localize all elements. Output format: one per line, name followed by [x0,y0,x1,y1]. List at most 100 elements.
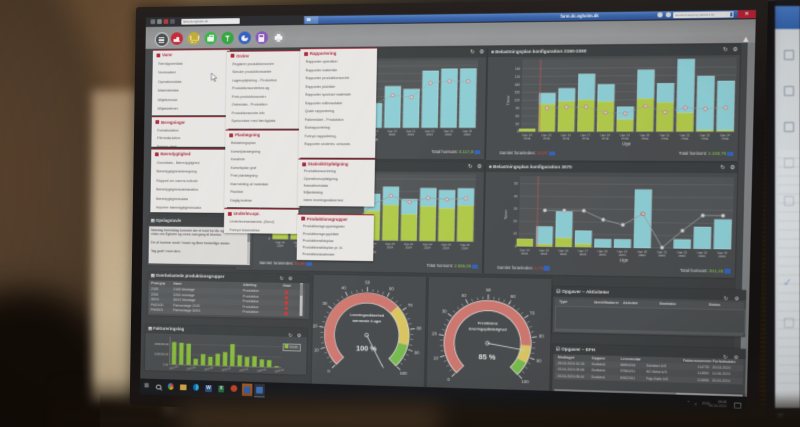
svg-text:20: 20 [313,322,319,327]
svg-text:80: 80 [417,325,423,330]
svg-text:2024: 2024 [405,245,412,249]
svg-text:2024: 2024 [698,253,706,257]
svg-text:2024: 2024 [543,136,550,140]
svg-text:2024: 2024 [701,137,709,141]
svg-text:10: 10 [314,347,320,352]
svg-text:2023-08: 2023-08 [204,367,214,372]
svg-text:Uge: Uge [622,141,632,146]
svg-text:Uge 22: Uge 22 [423,242,433,246]
svg-text:Uge 24: Uge 24 [460,242,470,246]
svg-text:Uge 21: Uge 21 [657,249,668,253]
svg-text:2024: 2024 [639,252,647,256]
svg-text:Uge 22: Uge 22 [680,133,691,137]
svg-text:nærmeste 4 uger: nærmeste 4 uger [352,318,382,323]
svg-text:90: 90 [414,349,420,354]
svg-text:Uge 20: Uge 20 [385,241,395,245]
svg-text:2000000,00: 2000000,00 [154,342,169,346]
svg-text:2024: 2024 [389,132,396,136]
svg-text:80: 80 [538,333,544,338]
svg-text:2024: 2024 [560,251,567,255]
svg-text:100 %: 100 % [356,345,378,353]
svg-text:Uge 24: Uge 24 [717,250,728,254]
svg-text:2024: 2024 [582,137,589,141]
svg-text:2024: 2024 [443,245,450,249]
svg-text:Uge 15: Uge 15 [542,133,552,137]
svg-text:20: 20 [513,219,517,223]
svg-text:2023-06: 2023-06 [186,366,196,371]
svg-text:Uge 23: Uge 23 [697,250,708,254]
svg-text:Uge 17: Uge 17 [580,133,590,137]
svg-text:2024: 2024 [599,252,606,256]
svg-text:Uge 18: Uge 18 [600,133,611,137]
svg-text:150: 150 [514,90,520,94]
svg-text:Uge 24: Uge 24 [462,129,472,133]
svg-text:20: 20 [431,330,437,335]
svg-text:210: 210 [514,75,520,79]
svg-text:50: 50 [365,279,371,284]
svg-text:2023-04: 2023-04 [169,366,179,371]
svg-text:85 %: 85 % [478,353,496,361]
svg-text:Uge 17: Uge 17 [578,248,588,252]
svg-text:0,00: 0,00 [163,362,169,366]
svg-text:Uge 21: Uge 21 [404,241,414,245]
svg-text:2024: 2024 [387,245,394,249]
svg-text:Uge: Uge [619,257,629,263]
svg-text:40: 40 [514,194,518,198]
svg-text:2024: 2024 [658,253,666,257]
svg-text:2024-04: 2024-04 [274,369,284,374]
svg-text:10: 10 [513,231,517,235]
svg-text:leveringspålidelighed: leveringspålidelighed [468,326,506,331]
svg-text:2024: 2024 [521,251,528,255]
svg-text:30: 30 [515,122,519,126]
svg-text:Uge 23: Uge 23 [700,133,711,137]
svg-text:Uge 22: Uge 22 [425,129,435,133]
svg-text:2024: 2024 [681,137,689,141]
svg-text:Uge 23: Uge 23 [441,242,451,246]
svg-text:90: 90 [516,106,520,110]
svg-text:2024: 2024 [461,246,468,250]
svg-text:2024: 2024 [424,245,431,249]
svg-text:2024: 2024 [641,137,649,141]
svg-text:Leveringssikkerhed: Leveringssikkerhed [350,313,384,318]
svg-text:40: 40 [341,285,347,290]
svg-text:0: 0 [268,236,270,240]
svg-text:2024: 2024 [426,133,433,137]
svg-text:0: 0 [517,130,519,134]
svg-text:Uge 20: Uge 20 [640,133,651,137]
svg-text:2024-02: 2024-02 [257,368,267,373]
svg-text:0: 0 [515,244,517,248]
svg-text:240: 240 [514,67,520,71]
svg-text:Timer: Timer [506,94,511,105]
svg-text:0: 0 [328,368,331,373]
svg-text:180: 180 [514,82,520,86]
svg-text:90: 90 [536,358,542,363]
svg-text:Uge 20: Uge 20 [387,129,397,133]
svg-text:2024: 2024 [541,251,548,255]
svg-text:Uge 18: Uge 18 [598,248,609,252]
svg-text:60: 60 [515,114,519,118]
svg-text:70: 70 [529,310,535,315]
svg-text:100: 100 [400,370,408,375]
svg-text:60: 60 [510,293,516,298]
svg-text:2024: 2024 [445,133,452,137]
svg-text:30: 30 [322,300,328,305]
svg-text:Uge 22: Uge 22 [677,249,688,253]
svg-text:Uge 23: Uge 23 [443,129,453,133]
svg-text:2024: 2024 [277,243,284,247]
svg-text:Uge 14: Uge 14 [520,247,530,251]
svg-text:Uge 24: Uge 24 [720,133,731,137]
svg-text:50: 50 [514,181,518,185]
svg-text:Uge 20: Uge 20 [637,249,648,253]
svg-text:2024: 2024 [661,137,669,141]
svg-text:Uge 19: Uge 19 [617,248,628,252]
svg-text:40: 40 [461,292,467,297]
svg-text:Uge 15: Uge 15 [539,247,549,251]
svg-text:2024: 2024 [562,137,569,141]
svg-text:2024: 2024 [719,253,727,257]
svg-text:2024: 2024 [407,132,414,136]
svg-text:0: 0 [447,376,450,381]
svg-text:30: 30 [441,308,447,313]
svg-text:10: 10 [433,355,439,360]
svg-text:1000000,00: 1000000,00 [154,352,169,356]
svg-text:2024: 2024 [464,133,471,137]
